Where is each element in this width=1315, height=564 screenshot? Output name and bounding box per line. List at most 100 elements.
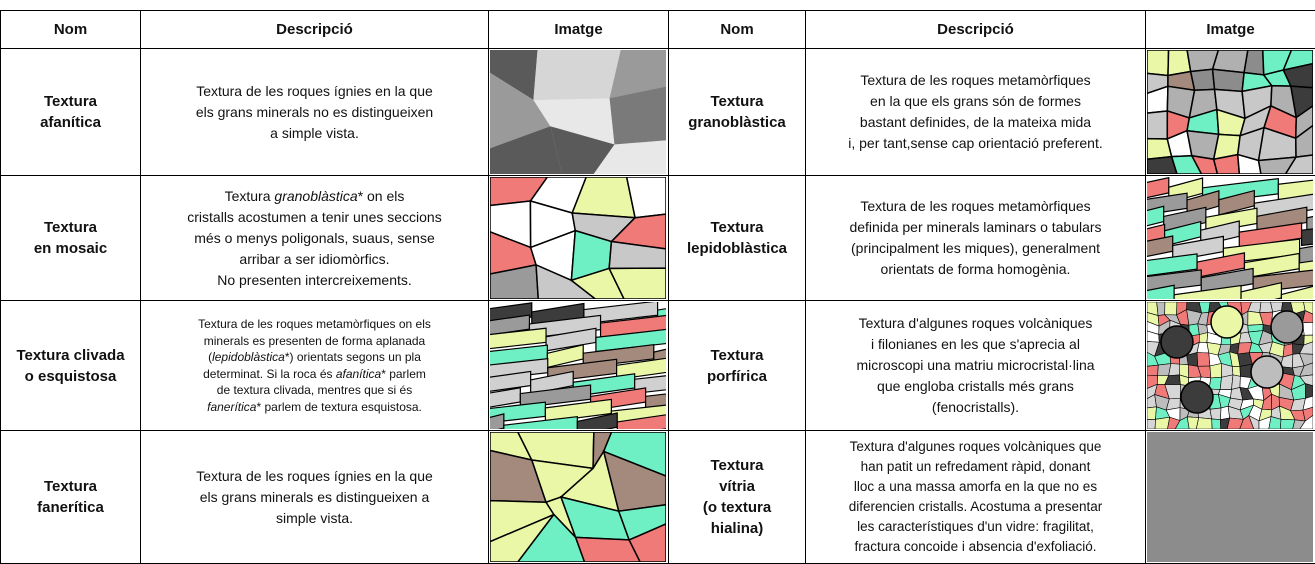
grain [533,50,620,100]
grain [1147,50,1169,76]
name-line: hialina) [669,518,805,539]
grain [1244,50,1264,75]
description-line: microscopi una matriu microcristal·lina [806,355,1145,376]
grain [1155,417,1170,429]
texture-image [489,431,669,564]
description-line: les característiques d'un vidre: fragili… [806,517,1145,537]
column-header: Descripció [806,11,1146,49]
description-line: minerals es presenten de forma aplanada [141,333,488,350]
description-line: els grans minerals es distingueixen a [141,487,488,508]
texture-image [1146,176,1315,301]
grain [1196,418,1212,429]
description-line: a simple vista. [141,123,488,144]
italic-term: granoblàstica [274,188,357,204]
name-line: Textura [669,91,805,112]
description-line: fanerítica* parlem de textura esquistosa… [141,399,488,416]
italic-term: afanítica [336,367,381,381]
description-line: arribar a ser idiomòrfics. [141,249,488,270]
texture-illustration [490,50,666,174]
description-line: i filonianes en les que s'aprecia al [806,334,1145,355]
description-line: Textura d'algunes roques volcàniques [806,313,1145,334]
description-line: Textura de les roques ígnies en la que [141,81,488,102]
text-segment: Textura [225,188,275,204]
description-line: diferencien cristalls. Acostuma a presen… [806,497,1145,517]
text-segment: * parlem de textura esquistosa. [256,400,421,414]
phenocryst [1271,311,1303,343]
description-line: i, per tant,sense cap orientació prefere… [806,133,1145,154]
description-line: els grans minerals no es distingueixen [141,102,488,123]
name-line: en mosaic [1,238,140,259]
phenocryst [1181,381,1213,413]
grain [1187,352,1198,366]
description-line: més o menys poligonals, suaus, sense [141,228,488,249]
description-line: determinat. Si la roca és afanítica* par… [141,366,488,383]
texture-illustration [1147,432,1313,562]
column-header: Imatge [1146,11,1315,49]
grain [1212,419,1221,429]
italic-term: fanerítica [207,400,256,414]
name-line: Textura [1,476,140,497]
description-line: (principalment les miques), generalment [806,238,1145,259]
name-line: afanítica [1,112,140,133]
name-line: Textura [1,91,140,112]
name-line: Textura [669,217,805,238]
name-line: porfírica [669,366,805,387]
name-line: fanerítica [1,497,140,518]
grain [1147,365,1158,376]
texture-illustration [1147,177,1313,299]
texture-illustration [490,177,666,299]
description-line: No presenten intercreixements. [141,270,488,291]
grain [1280,419,1295,429]
description-line: orientats de forma homogènia. [806,259,1145,280]
grain [1210,364,1222,378]
texture-illustration [490,432,666,562]
description-line: bastant definides, de la mateixa mida [806,112,1145,133]
column-header: Nom [669,11,806,49]
texture-illustration [1147,302,1313,429]
grain [1197,352,1210,366]
description-line: simple vista. [141,508,488,529]
text-segment: *) orientats segons un pla [285,350,421,364]
grain [1210,408,1221,420]
texture-image [489,176,669,301]
texture-image [1146,301,1315,431]
description-line: (fenocristalls). [806,397,1145,418]
grain [1303,322,1313,335]
column-header: Imatge [489,11,669,49]
phenocryst [1211,306,1243,338]
description-line: fractura concoide i absencia d'exfoliaci… [806,537,1145,557]
description-line: de textura clivada, mentres que si és [141,382,488,399]
description-line: Textura granoblàstica* on els [141,186,488,207]
grain [1157,302,1165,316]
grain [1169,364,1180,376]
text-segment: determinat. Si la roca és [203,367,336,381]
grain [1147,407,1156,420]
name-line: Textura [669,345,805,366]
texture-illustration [490,302,666,429]
description-line: Textura de les roques metamòrfiques on e… [141,316,488,333]
grain [1165,302,1177,315]
grain [1305,384,1313,399]
name-line: Textura [1,217,140,238]
texture-image [1146,431,1315,564]
grain [1220,375,1233,390]
grain [1147,419,1156,429]
description-line: Textura de les roques metamòrfiques [806,196,1145,217]
grain [1209,377,1221,389]
description-line: que engloba cristalls més grans [806,376,1145,397]
description-line: definida per minerals laminars o tabular… [806,217,1145,238]
grain [1191,69,1215,90]
